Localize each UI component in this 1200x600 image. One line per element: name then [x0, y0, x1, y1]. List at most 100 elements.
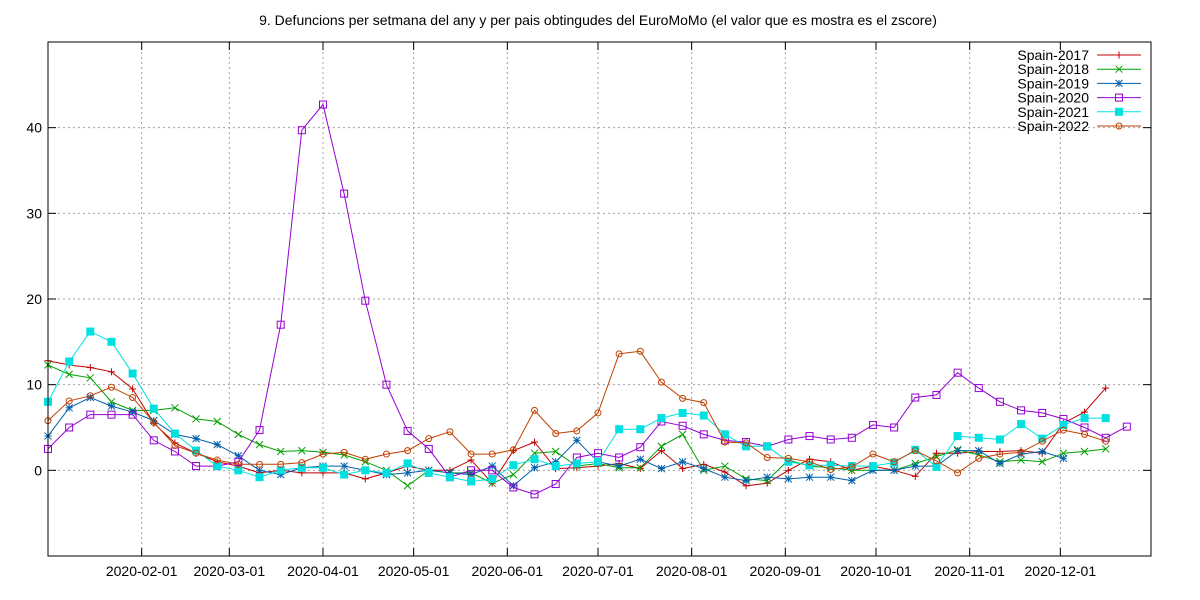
- data-point-circle: [277, 460, 285, 468]
- data-point-circle: [657, 378, 665, 386]
- chart-title: 9. Defuncions per setmana del any y per …: [259, 12, 937, 28]
- data-point: [657, 378, 665, 386]
- data-point-box: [128, 369, 137, 378]
- data-point: [276, 466, 285, 475]
- data-point: [170, 447, 179, 456]
- x-tick-label: 2020-10-01: [840, 563, 912, 579]
- data-point: [531, 406, 539, 414]
- data-point: [996, 459, 1004, 468]
- data-point: [573, 427, 581, 435]
- x-tick-label: 2020-07-01: [562, 563, 634, 579]
- data-point: [424, 444, 433, 453]
- data-point: [86, 392, 94, 400]
- data-point: [488, 474, 497, 483]
- data-point: [784, 466, 792, 474]
- data-point: [298, 459, 306, 467]
- data-point: [742, 476, 750, 485]
- data-point-box: [382, 380, 391, 389]
- axis-ticks: 0 10 20 30 40 2020-02-01 2020-03-01 2020-04-01 2…: [26, 42, 1151, 579]
- data-point-stroke: [911, 462, 920, 470]
- data-point: [255, 426, 264, 435]
- data-point: [679, 394, 687, 402]
- data-point-box: [911, 393, 920, 402]
- data-point: [806, 458, 814, 466]
- data-point: [721, 438, 729, 446]
- data-point-stroke: [234, 430, 243, 439]
- legend-marker: [1115, 93, 1123, 102]
- data-point-circle: [404, 447, 412, 455]
- data-point-circle: [256, 460, 264, 468]
- data-point: [636, 455, 645, 464]
- data-point: [277, 460, 285, 468]
- data-point: [552, 429, 560, 437]
- data-point: [678, 408, 687, 417]
- legend-marker-box: [1115, 107, 1123, 116]
- data-point-circle: [700, 399, 708, 407]
- data-point: [974, 433, 983, 442]
- data-point-circle: [446, 428, 454, 436]
- data-point: [615, 425, 624, 434]
- data-point-box: [1122, 422, 1131, 431]
- data-point-box: [932, 462, 941, 471]
- x-tick-label: 2020-03-01: [194, 563, 266, 579]
- data-point: [932, 457, 940, 465]
- data-point: [149, 404, 158, 413]
- data-point-circle: [827, 465, 835, 473]
- data-point-box: [784, 435, 793, 444]
- data-point: [1059, 426, 1067, 434]
- data-point-circle: [763, 453, 771, 461]
- data-point-box: [805, 432, 814, 441]
- series-spain-2017: [44, 357, 1110, 490]
- data-point: [86, 410, 95, 419]
- data-point-stroke: [213, 417, 222, 426]
- data-point-stroke: [784, 475, 793, 483]
- y-tick-label: 10: [26, 377, 42, 393]
- data-point-stroke: [297, 446, 306, 455]
- y-tick-label: 40: [26, 120, 42, 136]
- data-point: [404, 447, 412, 455]
- data-point-stroke: [530, 463, 539, 472]
- legend-marker: [1115, 65, 1123, 74]
- data-point: [255, 473, 264, 482]
- legend-label: Spain-2020: [1017, 90, 1089, 106]
- data-point-stroke: [805, 473, 814, 482]
- data-point-box: [720, 430, 729, 439]
- data-point-box: [213, 462, 222, 471]
- data-point: [636, 425, 645, 434]
- data-point: [827, 465, 835, 473]
- data-point: [340, 462, 349, 470]
- x-tick-label: 2020-08-01: [656, 563, 728, 579]
- data-point: [319, 450, 327, 458]
- data-point: [382, 380, 391, 389]
- data-point: [86, 364, 94, 372]
- data-point: [255, 466, 264, 475]
- data-point: [86, 327, 95, 336]
- data-point-box: [593, 457, 602, 466]
- data-point-stroke: [890, 466, 898, 475]
- data-point: [721, 462, 729, 470]
- data-point: [446, 428, 454, 436]
- data-point: [1038, 447, 1047, 456]
- series-spain-2020: [44, 100, 1131, 499]
- data-point-box: [868, 462, 877, 471]
- data-point: [107, 368, 115, 376]
- data-point: [657, 442, 666, 451]
- data-point-box: [403, 459, 412, 468]
- data-point: [847, 433, 856, 442]
- data-point-box: [699, 430, 708, 439]
- data-point-box: [678, 421, 687, 430]
- data-point: [636, 443, 645, 452]
- data-point-circle: [65, 397, 73, 405]
- data-point-stroke: [255, 440, 264, 449]
- data-point-stroke: [255, 466, 264, 475]
- data-point: [382, 468, 391, 477]
- data-point: [975, 454, 983, 462]
- legend-label: Spain-2018: [1017, 61, 1089, 77]
- y-tick-label: 20: [26, 291, 42, 307]
- data-point: [1038, 457, 1047, 466]
- data-point: [361, 455, 369, 463]
- data-point: [297, 446, 306, 455]
- legend-label: Spain-2021: [1017, 104, 1089, 120]
- data-point: [1080, 447, 1089, 456]
